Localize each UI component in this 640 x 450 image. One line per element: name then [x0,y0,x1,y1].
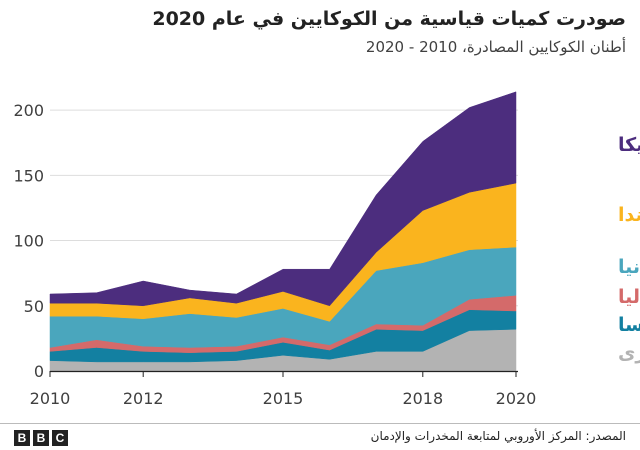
legend-label: دول أخرى [618,340,640,364]
source-note: المصدر: المركز الأوروبي لمتابعة المخدرات… [370,429,626,443]
footer: B B C المصدر: المركز الأوروبي لمتابعة ال… [0,423,640,450]
area-chart: 0 50 100 150 200 2010 2012 2015 2018 2020 دول أخ… [13,91,640,408]
stacked-areas [49,91,517,372]
bbc-logo-letter: B [14,430,30,446]
area-series [49,91,517,307]
bbc-logo: B B C [14,430,68,446]
x-tick-label: 2015 [263,389,304,408]
x-tick-label: 2018 [402,389,443,408]
y-tick-label: 0 [34,362,44,381]
y-tick-label: 100 [13,232,44,251]
y-axis-ticks: 0 50 100 150 200 [13,101,44,381]
bbc-logo-letter: C [52,430,68,446]
x-tick-label: 2020 [496,389,537,408]
y-tick-label: 150 [13,166,44,185]
legend-label: إسبانيا [618,256,640,278]
x-tick-label: 2012 [123,389,164,408]
y-tick-label: 50 [24,297,44,316]
y-tick-label: 200 [13,101,44,120]
legend-label: بلجيكا [618,134,640,156]
bbc-logo-letter: B [33,430,49,446]
legend-label: هولندا [618,204,640,226]
legend: دول أخرى فرنسا إيطاليا إسبانيا هولندا بلجيكا [618,134,640,364]
legend-label: إيطاليا [618,286,640,308]
x-tick-label: 2010 [30,389,71,408]
x-axis-ticks: 2010 2012 2015 2018 2020 [30,371,537,408]
chart-subtitle: أطنان الكوكايين المصادرة، 2010 - 2020 [365,38,626,56]
chart-title: صودرت كميات قياسية من الكوكايين في عام 2… [152,8,626,30]
legend-label: فرنسا [618,314,640,336]
